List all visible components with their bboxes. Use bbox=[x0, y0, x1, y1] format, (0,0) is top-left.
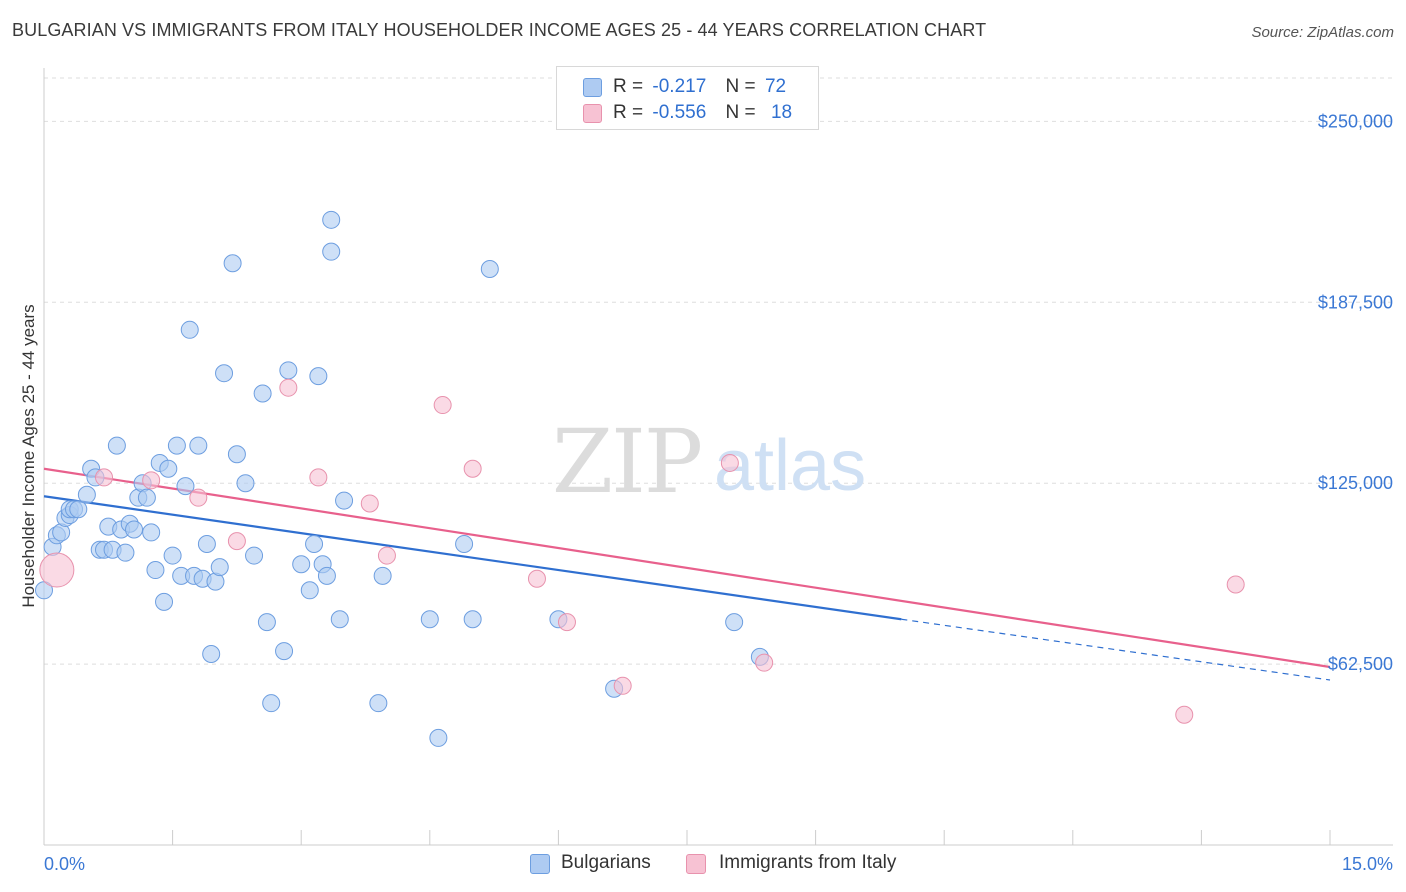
point-bulgarians bbox=[167, 436, 186, 455]
correlation-legend: R = -0.217 N = 72 R = -0.556 N = 18 bbox=[556, 66, 819, 130]
point-italy bbox=[613, 676, 632, 695]
point-bulgarians bbox=[317, 566, 336, 585]
point-bulgarians bbox=[215, 364, 234, 383]
point-italy bbox=[720, 453, 739, 472]
point-bulgarians bbox=[107, 436, 126, 455]
point-italy bbox=[463, 459, 482, 478]
watermark-zip: ZIP bbox=[552, 410, 701, 513]
point-bulgarians bbox=[202, 644, 221, 663]
point-bulgarians bbox=[223, 254, 242, 273]
point-bulgarians bbox=[227, 445, 246, 464]
point-italy bbox=[309, 468, 328, 487]
point-italy bbox=[527, 569, 546, 588]
point-bulgarians bbox=[309, 367, 328, 386]
x-tick-label-max: 15.0% bbox=[1342, 854, 1393, 874]
point-italy bbox=[1175, 705, 1194, 724]
point-bulgarians bbox=[142, 523, 161, 542]
point-italy bbox=[95, 468, 114, 487]
point-italy bbox=[755, 653, 774, 672]
point-bulgarians bbox=[480, 260, 499, 279]
point-bulgarians bbox=[420, 610, 439, 629]
legend-swatch-blue bbox=[583, 78, 602, 97]
point-italy bbox=[1226, 575, 1245, 594]
point-bulgarians bbox=[463, 610, 482, 629]
trend-lines bbox=[43, 467, 1331, 681]
y-tick-label: $62,500 bbox=[1328, 654, 1393, 674]
point-bulgarians bbox=[189, 436, 208, 455]
point-bulgarians bbox=[305, 534, 324, 553]
point-italy bbox=[189, 488, 208, 507]
point-bulgarians bbox=[125, 520, 144, 539]
point-bulgarians bbox=[725, 613, 744, 632]
bottom-legend-swatch-blue bbox=[530, 854, 550, 874]
legend-r-value: -0.217 bbox=[652, 76, 707, 97]
point-bulgarians bbox=[262, 694, 281, 713]
point-bulgarians bbox=[322, 242, 341, 261]
bottom-legend-label: Immigrants from Italy bbox=[719, 852, 897, 873]
point-italy bbox=[360, 494, 379, 513]
point-bulgarians bbox=[292, 555, 311, 574]
point-bulgarians bbox=[116, 543, 135, 562]
y-tick-label: $125,000 bbox=[1318, 473, 1393, 493]
y-tick-label: $250,000 bbox=[1318, 111, 1393, 131]
data-points bbox=[35, 210, 1245, 747]
x-tick-label-min: 0.0% bbox=[44, 854, 85, 874]
point-bulgarians bbox=[257, 613, 276, 632]
point-italy bbox=[142, 471, 161, 490]
point-italy bbox=[377, 546, 396, 565]
legend-swatch-pink bbox=[583, 104, 602, 123]
legend-n-label: N = bbox=[725, 76, 756, 97]
point-bulgarians bbox=[300, 581, 319, 600]
axes bbox=[43, 68, 1393, 846]
grid-lines bbox=[44, 77, 1393, 665]
point-bulgarians bbox=[429, 728, 448, 747]
point-bulgarians bbox=[236, 474, 255, 493]
point-bulgarians bbox=[77, 485, 96, 504]
point-bulgarians bbox=[163, 546, 182, 565]
y-axis-label: Householder Income Ages 25 - 44 years bbox=[19, 304, 38, 607]
point-bulgarians bbox=[279, 361, 298, 380]
point-italy bbox=[227, 532, 246, 551]
legend-r-label: R = bbox=[613, 102, 644, 123]
point-italy bbox=[39, 552, 75, 588]
legend-r-label: R = bbox=[613, 76, 644, 97]
point-bulgarians bbox=[180, 320, 199, 339]
bottom-legend-label: Bulgarians bbox=[561, 852, 651, 873]
trend-line-bulgarians bbox=[43, 495, 902, 621]
point-bulgarians bbox=[369, 694, 388, 713]
watermark-atlas: atlas bbox=[714, 426, 866, 506]
legend-n-value: 72 bbox=[764, 76, 787, 97]
point-bulgarians bbox=[159, 459, 178, 478]
chart-title: BULGARIAN VS IMMIGRANTS FROM ITALY HOUSE… bbox=[12, 20, 987, 40]
point-italy bbox=[433, 396, 452, 415]
trend-line-italy bbox=[43, 467, 1331, 669]
point-bulgarians bbox=[253, 384, 272, 403]
legend-n-label: N = bbox=[725, 102, 756, 123]
bottom-legend-swatch-pink bbox=[686, 854, 706, 874]
legend-r-value: -0.556 bbox=[652, 102, 707, 123]
point-bulgarians bbox=[275, 642, 294, 661]
source-label: Source: ZipAtlas.com bbox=[1251, 24, 1394, 41]
point-bulgarians bbox=[455, 534, 474, 553]
y-tick-label: $187,500 bbox=[1318, 292, 1393, 312]
point-bulgarians bbox=[373, 566, 392, 585]
trend-line-bulgarians-extrapolated bbox=[901, 618, 1331, 681]
point-bulgarians bbox=[335, 491, 354, 510]
point-bulgarians bbox=[197, 534, 216, 553]
point-bulgarians bbox=[176, 477, 195, 496]
point-italy bbox=[279, 378, 298, 397]
y-tick-labels: $62,500 $125,000 $187,500 $250,000 bbox=[1318, 111, 1393, 674]
point-bulgarians bbox=[210, 558, 229, 577]
point-bulgarians bbox=[322, 210, 341, 229]
point-bulgarians bbox=[155, 592, 174, 611]
point-bulgarians bbox=[146, 561, 165, 580]
point-bulgarians bbox=[137, 488, 156, 507]
point-bulgarians bbox=[69, 500, 88, 519]
point-italy bbox=[557, 613, 576, 632]
point-bulgarians bbox=[245, 546, 264, 565]
point-bulgarians bbox=[330, 610, 349, 629]
legend-n-value: 18 bbox=[770, 102, 793, 123]
